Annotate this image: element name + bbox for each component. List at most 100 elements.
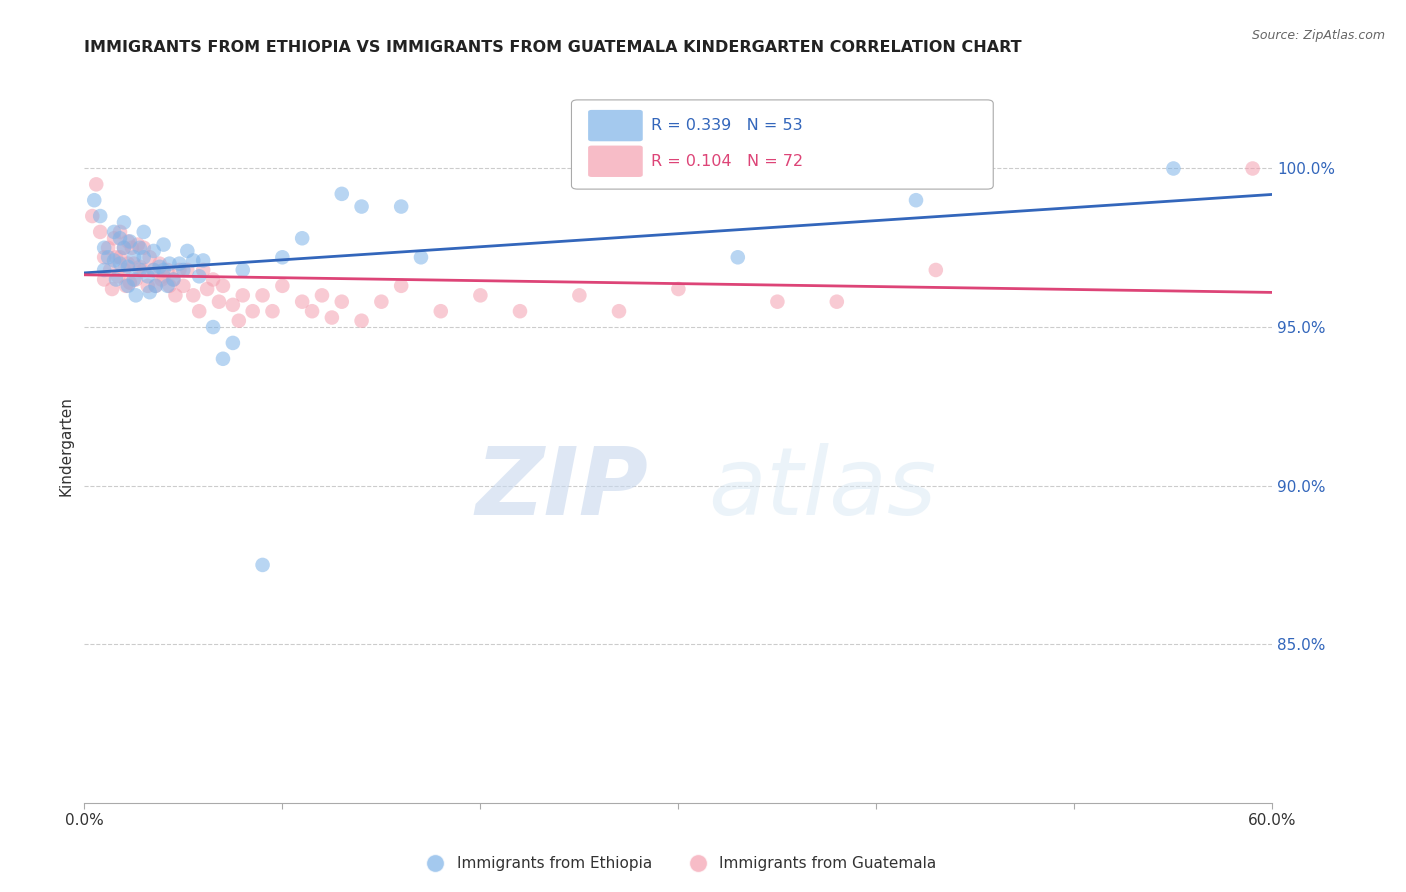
Point <box>176 263 198 277</box>
Point <box>142 263 165 277</box>
Point <box>89 209 111 223</box>
Point <box>301 304 323 318</box>
Text: R = 0.104   N = 72: R = 0.104 N = 72 <box>651 153 803 169</box>
Point <box>122 272 145 286</box>
Point <box>128 241 150 255</box>
Point <box>108 257 131 271</box>
Point <box>132 241 155 255</box>
Point <box>122 250 145 264</box>
Text: R = 0.339   N = 53: R = 0.339 N = 53 <box>651 118 803 133</box>
Point <box>291 231 314 245</box>
Point <box>172 278 194 293</box>
Point <box>242 304 264 318</box>
Point <box>121 241 143 255</box>
Point <box>409 250 432 264</box>
Point <box>112 263 135 277</box>
Point <box>105 250 128 264</box>
Point <box>152 269 174 284</box>
Point <box>128 263 150 277</box>
Point <box>117 278 139 293</box>
Point <box>156 278 179 293</box>
Point <box>112 241 135 255</box>
Point <box>117 260 139 274</box>
Point <box>350 200 373 214</box>
Legend: Immigrants from Ethiopia, Immigrants from Guatemala: Immigrants from Ethiopia, Immigrants fro… <box>415 850 942 877</box>
Point <box>176 244 198 258</box>
Point <box>188 304 211 318</box>
Point <box>1241 161 1264 176</box>
Point <box>132 263 155 277</box>
Point <box>222 335 245 350</box>
Point <box>766 294 789 309</box>
Point <box>1163 161 1185 176</box>
Point <box>271 278 294 293</box>
Point <box>291 294 314 309</box>
Point <box>93 241 115 255</box>
Point <box>98 263 121 277</box>
Point <box>156 263 179 277</box>
Text: ZIP: ZIP <box>475 442 648 535</box>
Point <box>93 272 115 286</box>
Point <box>112 241 135 255</box>
Point <box>152 263 174 277</box>
Point <box>191 253 215 268</box>
Point <box>330 186 353 201</box>
Point <box>82 209 104 223</box>
Point <box>165 288 187 302</box>
Point <box>169 257 191 271</box>
Point <box>350 314 373 328</box>
Point <box>159 278 181 293</box>
Point <box>118 276 141 290</box>
Point <box>252 288 274 302</box>
Point <box>212 351 235 366</box>
Point <box>118 235 141 249</box>
Point <box>149 260 172 274</box>
Point <box>108 225 131 239</box>
Point <box>138 250 160 264</box>
Point <box>145 278 167 293</box>
Point <box>84 178 107 192</box>
Point <box>232 288 254 302</box>
Point <box>925 263 948 277</box>
FancyBboxPatch shape <box>588 145 643 177</box>
Point <box>101 282 124 296</box>
Point <box>107 269 129 284</box>
Point <box>105 272 128 286</box>
Point <box>93 263 115 277</box>
Point <box>195 282 218 296</box>
Point <box>150 272 173 286</box>
Point <box>142 244 165 258</box>
Point <box>668 282 690 296</box>
Point <box>136 278 159 293</box>
Point <box>311 288 333 302</box>
Point <box>825 294 848 309</box>
Point <box>169 263 191 277</box>
Point <box>108 231 131 245</box>
Point <box>568 288 591 302</box>
Point <box>97 250 120 264</box>
Point <box>181 288 204 302</box>
FancyBboxPatch shape <box>588 110 643 141</box>
Point <box>132 225 155 239</box>
Point <box>212 278 235 293</box>
Point <box>727 250 749 264</box>
Text: atlas: atlas <box>709 443 936 534</box>
Point <box>145 278 167 293</box>
Point <box>115 278 138 293</box>
Y-axis label: Kindergarten: Kindergarten <box>58 396 73 496</box>
Point <box>262 304 284 318</box>
Point <box>125 288 148 302</box>
Point <box>103 231 125 245</box>
FancyBboxPatch shape <box>571 100 993 189</box>
Point <box>152 237 174 252</box>
Point <box>127 237 149 252</box>
Point <box>136 269 159 284</box>
Point <box>509 304 531 318</box>
Point <box>93 250 115 264</box>
Point <box>370 294 392 309</box>
Point <box>202 272 225 286</box>
Text: Source: ZipAtlas.com: Source: ZipAtlas.com <box>1251 29 1385 42</box>
Point <box>905 193 928 207</box>
Point <box>125 272 148 286</box>
Point <box>181 253 204 268</box>
